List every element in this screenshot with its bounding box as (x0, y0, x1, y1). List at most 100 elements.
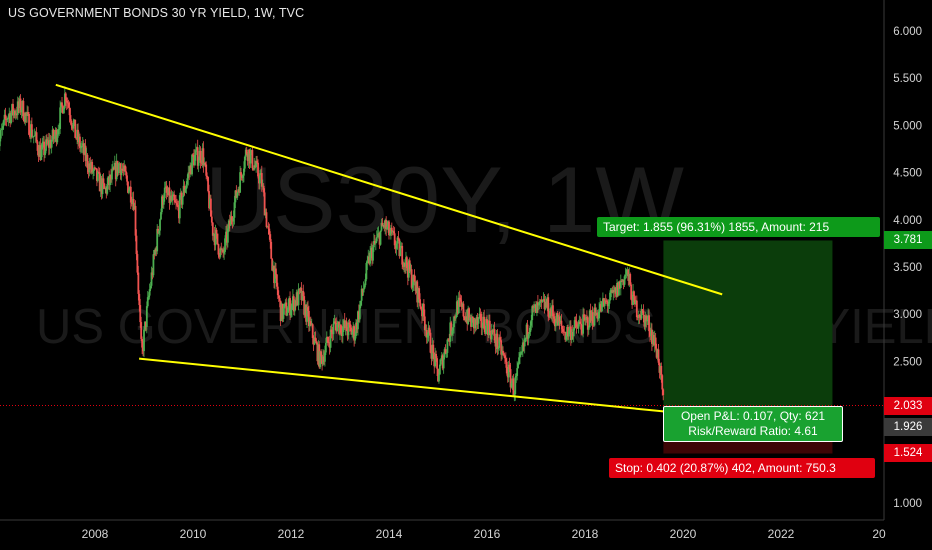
candle-body (591, 312, 594, 324)
candle-body (542, 299, 545, 301)
candle-body (64, 93, 67, 101)
candle-body (95, 168, 98, 181)
candle-body (145, 306, 148, 327)
candle-body (118, 163, 121, 165)
candle-body (453, 316, 455, 328)
candle-body (320, 351, 323, 357)
candle-body (74, 119, 77, 138)
candle-body (5, 118, 8, 120)
candle-body (104, 188, 107, 189)
candle-body (164, 186, 167, 188)
candle-body (171, 196, 174, 201)
candle-body (585, 317, 588, 319)
candle-body (628, 274, 631, 281)
candle-body (22, 100, 25, 120)
candle-body (26, 112, 29, 116)
candle-body (329, 329, 332, 348)
candle-body (220, 248, 223, 250)
candle-body (621, 279, 624, 282)
candle-body (560, 320, 563, 326)
candle-body (402, 264, 405, 267)
candle-body (68, 107, 71, 116)
candle-body (278, 298, 281, 301)
candle-body (25, 112, 28, 116)
candle-body (185, 184, 188, 189)
candle-body (336, 324, 339, 332)
candle-body (282, 308, 285, 319)
candle-body (338, 321, 340, 334)
candle-body (440, 355, 443, 360)
candle-body (161, 196, 163, 213)
target-zone (663, 240, 833, 416)
candle-body (549, 308, 552, 318)
candle-body (589, 310, 592, 321)
target-label[interactable]: Target: 1.855 (96.31%) 1855, Amount: 215 (597, 217, 880, 237)
candle-body (342, 320, 345, 327)
candle-body (363, 285, 366, 289)
candle-body (186, 178, 189, 185)
candle-body (614, 287, 617, 293)
chart-title: US GOVERNMENT BONDS 30 YR YIELD, 1W, TVC (8, 6, 305, 20)
candle-body (647, 315, 650, 320)
candle-body (63, 93, 66, 108)
candle-body (210, 198, 212, 217)
candle-body (473, 319, 476, 329)
candle-body (513, 393, 516, 396)
candle-body (144, 321, 146, 330)
stop-label[interactable]: Stop: 0.402 (20.87%) 402, Amount: 750.3 (609, 458, 875, 478)
candle-body (29, 134, 31, 138)
candle-body (544, 301, 547, 310)
candle-body (147, 295, 150, 298)
candle-body (355, 322, 357, 337)
candle-body (399, 247, 402, 257)
candle-body (633, 291, 635, 297)
candle-body (596, 312, 599, 319)
candle-body (119, 163, 122, 176)
candle-body (112, 167, 115, 170)
candle-body (146, 297, 149, 307)
candle-body (651, 329, 653, 344)
candle-body (499, 337, 502, 341)
candle-body (435, 353, 438, 359)
current-price-tag: 2.033 (884, 397, 932, 415)
candle-body (180, 192, 183, 205)
candle-body (193, 154, 196, 166)
candle-body (330, 329, 333, 333)
candle-body (271, 258, 274, 271)
candle-body (407, 260, 410, 278)
candle-body (208, 191, 210, 209)
candle-body (205, 164, 208, 176)
candle-body (419, 299, 421, 307)
candle-body (586, 317, 589, 330)
candle-body (290, 309, 292, 316)
candle-body (528, 331, 531, 334)
pnl-box[interactable]: Open P&L: 0.107, Qty: 621 Risk/Reward Ra… (663, 406, 843, 442)
candle-body (543, 299, 546, 310)
candle-body (541, 300, 544, 302)
candle-body (143, 329, 145, 352)
x-tick-label: 2022 (768, 527, 795, 541)
candle-body (191, 154, 193, 175)
candle-body (310, 324, 313, 326)
candle-body (80, 145, 83, 148)
candle-body (305, 304, 307, 322)
candle-body (630, 284, 633, 300)
candle-body (155, 248, 158, 252)
candle-body (658, 362, 661, 373)
candle-body (136, 254, 139, 273)
candle-body (225, 231, 227, 239)
candle-body (427, 327, 430, 335)
candle-body (565, 335, 568, 340)
candle-body (602, 298, 605, 306)
y-tick-label: 6.000 (893, 26, 922, 38)
candle-body (218, 254, 221, 257)
candle-body (144, 321, 147, 327)
candle-body (300, 287, 303, 301)
candle-body (134, 205, 137, 236)
candle-body (127, 181, 129, 193)
candle-body (239, 172, 242, 193)
candle-body (554, 322, 557, 327)
candle-body (457, 297, 460, 314)
candle-body (359, 300, 362, 305)
candle-body (472, 318, 475, 329)
